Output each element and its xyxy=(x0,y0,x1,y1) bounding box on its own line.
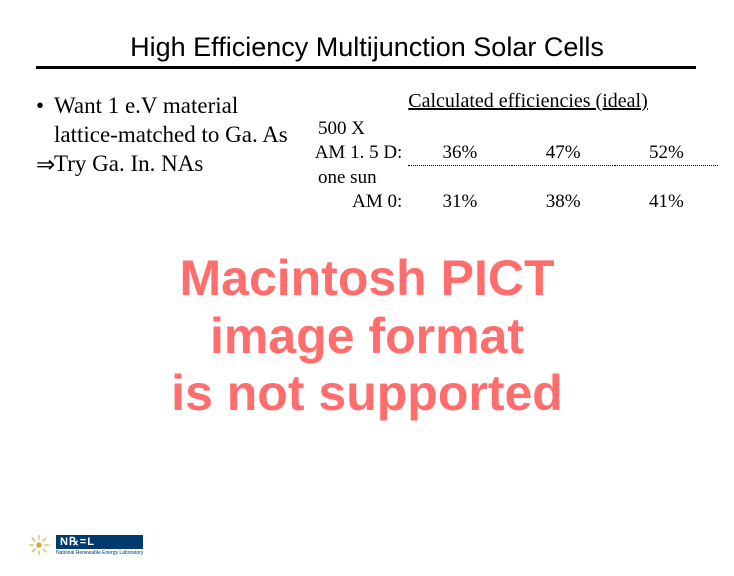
nrel-text: N℞=L National Renewable Energy Laborator… xyxy=(56,535,143,556)
bullet-text: Want 1 e.V material lattice-matched to G… xyxy=(54,92,292,150)
table-row: AM 0: 31% 38% 41% xyxy=(298,190,718,214)
efficiency-table-region: Calculated efficiencies (ideal) 500 X AM… xyxy=(298,90,718,214)
nrel-logo: N℞=L National Renewable Energy Laborator… xyxy=(28,534,143,556)
row-pre-label: 500 X xyxy=(298,117,408,141)
cell-value: 31% xyxy=(408,190,511,214)
sunburst-icon xyxy=(28,534,50,556)
row-pre-label: one sun xyxy=(298,166,408,190)
slide-title: High Efficiency Multijunction Solar Cell… xyxy=(0,32,734,63)
list-item: ⇒ Try Ga. In. NAs xyxy=(36,150,292,179)
error-line: image format xyxy=(0,308,734,366)
table-row: 500 X xyxy=(298,117,718,141)
error-line: is not supported xyxy=(0,365,734,423)
cell-value: 38% xyxy=(512,190,615,214)
table-heading: Calculated efficiencies (ideal) xyxy=(298,90,718,113)
cell-value: 52% xyxy=(615,141,718,166)
bullet-text: Try Ga. In. NAs xyxy=(54,150,203,179)
nrel-wordmark: N℞=L xyxy=(56,535,143,549)
bullet-list: • Want 1 e.V material lattice-matched to… xyxy=(36,92,292,178)
title-underline xyxy=(36,66,696,69)
row-label: AM 1. 5 D: xyxy=(298,141,408,166)
error-line: Macintosh PICT xyxy=(0,250,734,308)
efficiency-table: 500 X AM 1. 5 D: 36% 47% 52% one sun AM … xyxy=(298,117,718,214)
pict-error-message: Macintosh PICT image format is not suppo… xyxy=(0,250,734,423)
arrow-icon: ⇒ xyxy=(36,150,54,179)
nrel-subtitle: National Renewable Energy Laboratory xyxy=(56,550,143,556)
cell-value: 41% xyxy=(615,190,718,214)
bullet-dot-icon: • xyxy=(36,92,54,121)
table-row: AM 1. 5 D: 36% 47% 52% xyxy=(298,141,718,166)
cell-value: 36% xyxy=(408,141,511,166)
table-row: one sun xyxy=(298,166,718,190)
list-item: • Want 1 e.V material lattice-matched to… xyxy=(36,92,292,150)
cell-value: 47% xyxy=(512,141,615,166)
row-label: AM 0: xyxy=(298,190,408,214)
